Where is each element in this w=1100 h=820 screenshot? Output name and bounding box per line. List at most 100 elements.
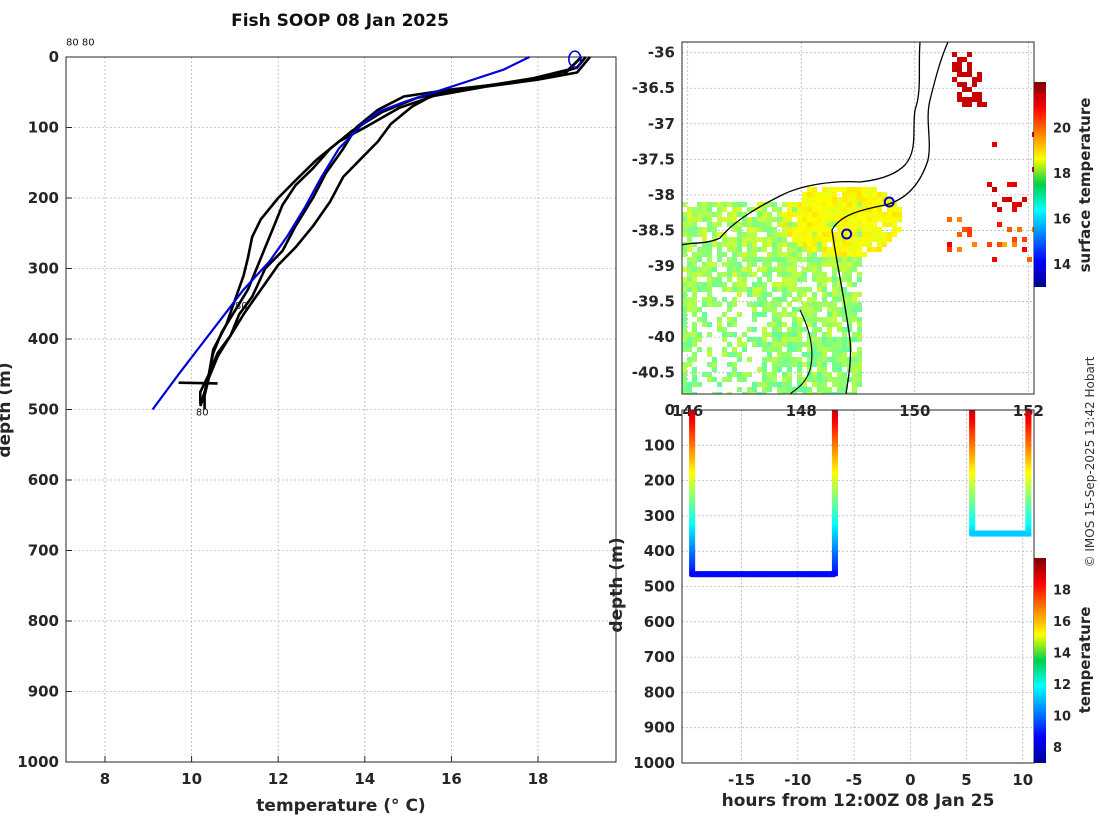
sst-cell xyxy=(752,392,757,394)
sst-cell xyxy=(702,317,707,322)
time-depth-segment xyxy=(831,484,838,488)
sst-cell xyxy=(777,232,782,237)
profile-ytick-label: 0 xyxy=(49,48,59,66)
sst-cell xyxy=(787,362,792,367)
sst-cell xyxy=(807,227,812,232)
sst-cell xyxy=(717,212,722,217)
sst-cell xyxy=(837,262,842,267)
sst-cell xyxy=(807,222,812,227)
sst-cell xyxy=(827,372,832,377)
sst-cell xyxy=(967,97,972,102)
sst-colorbar-tick-label: 16 xyxy=(1053,213,1071,228)
sst-cell xyxy=(767,332,772,337)
sst-cell xyxy=(767,242,772,247)
sst-cell xyxy=(787,287,792,292)
sst-cell xyxy=(832,322,837,327)
sst-cell xyxy=(702,242,707,247)
sst-cell xyxy=(967,102,972,107)
sst-cell xyxy=(692,227,697,232)
time-depth-segment xyxy=(831,564,838,568)
sst-cell xyxy=(687,272,692,277)
sst-cell xyxy=(792,212,797,217)
sst-cell xyxy=(812,337,817,342)
sst-cell xyxy=(747,232,752,237)
sst-cell xyxy=(742,332,747,337)
time-depth-segment xyxy=(827,571,833,578)
sst-cell xyxy=(817,392,822,394)
sst-cell xyxy=(807,347,812,352)
sst-cell xyxy=(797,327,802,332)
sst-cell xyxy=(782,357,787,362)
time-depth-segment xyxy=(1025,469,1032,473)
sst-cell xyxy=(707,227,712,232)
sst-cell xyxy=(717,232,722,237)
sst-cell xyxy=(822,367,827,372)
sst-cell xyxy=(782,272,787,277)
time-depth-y-label: depth (m) xyxy=(607,537,627,632)
sst-cell xyxy=(862,242,867,247)
sst-cell xyxy=(772,377,777,382)
sst-cell xyxy=(827,337,832,342)
time-depth-segment xyxy=(969,528,976,532)
sst-cell xyxy=(847,302,852,307)
sst-cell xyxy=(847,327,852,332)
sst-cell xyxy=(827,307,832,312)
map-ytick-label: -40 xyxy=(648,328,675,346)
time-depth-segment xyxy=(689,558,696,562)
sst-cell xyxy=(857,257,862,262)
time-depth-segment xyxy=(721,571,726,578)
profile-line-mean xyxy=(151,56,530,411)
sst-cell xyxy=(777,237,782,242)
time-depth-segment xyxy=(1006,530,1012,537)
sst-cell xyxy=(772,327,777,332)
sst-cell xyxy=(872,227,877,232)
sst-cell xyxy=(777,252,782,257)
sst-cell xyxy=(707,297,712,302)
sst-colorbar-tick-label: 18 xyxy=(1053,167,1071,182)
sst-cell xyxy=(837,342,842,347)
sst-cell xyxy=(827,262,832,267)
time-depth-segment xyxy=(1009,530,1015,537)
sst-cell xyxy=(787,302,792,307)
time-depth-segment xyxy=(689,518,696,522)
sst-cell xyxy=(817,222,822,227)
time-depth-segment xyxy=(1025,458,1032,462)
time-depth-segment xyxy=(1025,433,1032,437)
sst-cell xyxy=(707,267,712,272)
sst-cell xyxy=(762,357,767,362)
profile-line-profile-1 xyxy=(199,56,587,407)
time-depth-segment xyxy=(689,448,696,452)
sst-cell xyxy=(682,287,687,292)
sst-cell xyxy=(777,332,782,337)
time-depth-segment xyxy=(1025,511,1032,515)
sst-cell xyxy=(722,207,727,212)
time-depth-segment xyxy=(766,571,771,578)
sst-cell xyxy=(682,372,687,377)
sst-cell xyxy=(697,217,702,222)
time-depth-segment xyxy=(969,422,976,426)
time-depth-segment xyxy=(692,571,698,578)
sst-cell xyxy=(822,242,827,247)
time-depth-segment xyxy=(831,518,838,522)
sst-cell xyxy=(837,352,842,357)
sst-cell xyxy=(817,342,822,347)
sst-cell xyxy=(782,292,787,297)
sst-cell xyxy=(727,322,732,327)
sst-cell xyxy=(682,302,687,307)
sst-cell xyxy=(807,317,812,322)
sst-cell xyxy=(997,242,1002,247)
sst-cell xyxy=(1012,237,1017,242)
time-depth-segment xyxy=(763,571,769,578)
sst-cell xyxy=(712,392,717,394)
time-depth-segment xyxy=(740,571,746,578)
sst-cell xyxy=(777,212,782,217)
time-depth-segment xyxy=(831,448,838,452)
sst-cell xyxy=(877,207,882,212)
sst-cell xyxy=(812,247,817,252)
temperature-colorbar-tick-label: 18 xyxy=(1053,584,1071,599)
sst-cell xyxy=(767,377,772,382)
sst-cell xyxy=(882,222,887,227)
time-depth-segment xyxy=(704,571,709,578)
sst-cell xyxy=(812,327,817,332)
time-depth-segment xyxy=(698,571,704,578)
